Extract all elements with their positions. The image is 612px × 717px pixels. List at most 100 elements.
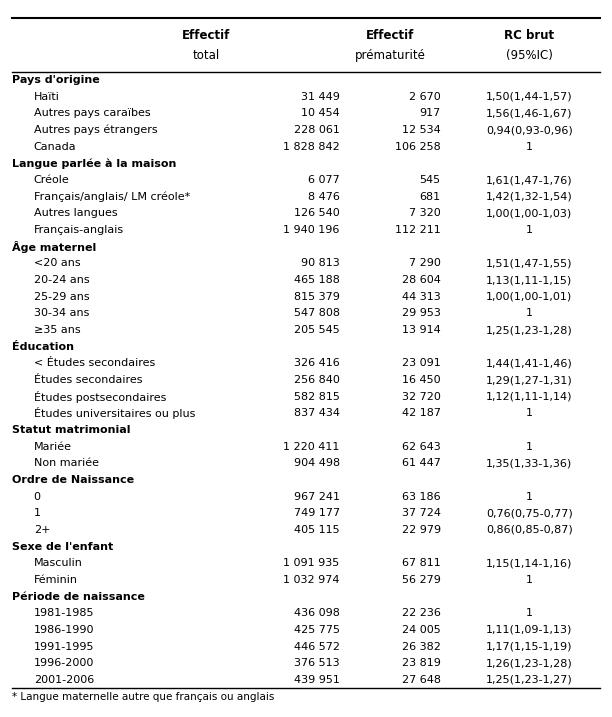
Text: 26 382: 26 382	[401, 642, 441, 652]
Text: 1,13(1,11-1,15): 1,13(1,11-1,15)	[487, 275, 572, 285]
Text: 67 811: 67 811	[402, 559, 441, 569]
Text: Canada: Canada	[34, 142, 76, 152]
Text: Masculin: Masculin	[34, 559, 83, 569]
Text: Effectif: Effectif	[366, 29, 414, 42]
Text: Autres pays caraïbes: Autres pays caraïbes	[34, 108, 151, 118]
Text: 112 211: 112 211	[395, 225, 441, 235]
Text: < Études secondaires: < Études secondaires	[34, 358, 155, 369]
Text: 376 513: 376 513	[294, 658, 340, 668]
Text: 28 604: 28 604	[401, 275, 441, 285]
Text: 837 434: 837 434	[294, 409, 340, 418]
Text: <20 ans: <20 ans	[34, 258, 80, 268]
Text: 228 061: 228 061	[294, 125, 340, 135]
Text: 22 979: 22 979	[401, 525, 441, 535]
Text: 1,25(1,23-1,27): 1,25(1,23-1,27)	[486, 675, 573, 685]
Text: 31 449: 31 449	[300, 92, 340, 102]
Text: Autres pays étrangers: Autres pays étrangers	[34, 125, 157, 136]
Text: 56 279: 56 279	[401, 575, 441, 585]
Text: 582 815: 582 815	[294, 391, 340, 402]
Text: Français-anglais: Français-anglais	[34, 225, 124, 235]
Text: 1,51(1,47-1,55): 1,51(1,47-1,55)	[486, 258, 573, 268]
Text: total: total	[193, 49, 220, 62]
Text: 10 454: 10 454	[301, 108, 340, 118]
Text: 917: 917	[419, 108, 441, 118]
Text: 439 951: 439 951	[294, 675, 340, 685]
Text: 25-29 ans: 25-29 ans	[34, 292, 89, 302]
Text: 24 005: 24 005	[402, 625, 441, 635]
Text: 436 098: 436 098	[294, 608, 340, 618]
Text: 749 177: 749 177	[294, 508, 340, 518]
Text: 1 032 974: 1 032 974	[283, 575, 340, 585]
Text: 1,12(1,11-1,14): 1,12(1,11-1,14)	[486, 391, 573, 402]
Text: 815 379: 815 379	[294, 292, 340, 302]
Text: 205 545: 205 545	[294, 325, 340, 335]
Text: Sexe de l'enfant: Sexe de l'enfant	[12, 541, 113, 551]
Text: 256 840: 256 840	[294, 375, 340, 385]
Text: 1 220 411: 1 220 411	[283, 442, 340, 452]
Text: 1: 1	[526, 142, 533, 152]
Text: 6 077: 6 077	[308, 175, 340, 185]
Text: 2 670: 2 670	[409, 92, 441, 102]
Text: 7 320: 7 320	[409, 209, 441, 219]
Text: 425 775: 425 775	[294, 625, 340, 635]
Text: prématurité: prématurité	[355, 49, 425, 62]
Text: 1,00(1,00-1,03): 1,00(1,00-1,03)	[487, 209, 572, 219]
Text: 1: 1	[526, 442, 533, 452]
Text: 1986-1990: 1986-1990	[34, 625, 94, 635]
Text: 1: 1	[526, 409, 533, 418]
Text: 1,15(1,14-1,16): 1,15(1,14-1,16)	[486, 559, 573, 569]
Text: Autres langues: Autres langues	[34, 209, 118, 219]
Text: 1,35(1,33-1,36): 1,35(1,33-1,36)	[487, 458, 572, 468]
Text: 8 476: 8 476	[308, 191, 340, 201]
Text: 0: 0	[34, 492, 40, 502]
Text: 1: 1	[526, 225, 533, 235]
Text: Créole: Créole	[34, 175, 69, 185]
Text: 29 953: 29 953	[401, 308, 441, 318]
Text: Français/anglais/ LM créole*: Français/anglais/ LM créole*	[34, 191, 190, 202]
Text: 32 720: 32 720	[401, 391, 441, 402]
Text: 1981-1985: 1981-1985	[34, 608, 94, 618]
Text: 0,86(0,85-0,87): 0,86(0,85-0,87)	[486, 525, 573, 535]
Text: Haïti: Haïti	[34, 92, 59, 102]
Text: Mariée: Mariée	[34, 442, 72, 452]
Text: Pays d'origine: Pays d'origine	[12, 75, 100, 85]
Text: Études secondaires: Études secondaires	[34, 375, 142, 385]
Text: 1,29(1,27-1,31): 1,29(1,27-1,31)	[486, 375, 573, 385]
Text: 1,44(1,41-1,46): 1,44(1,41-1,46)	[486, 358, 573, 369]
Text: (95%IC): (95%IC)	[506, 49, 553, 62]
Text: 967 241: 967 241	[294, 492, 340, 502]
Text: Effectif: Effectif	[182, 29, 231, 42]
Text: 23 819: 23 819	[401, 658, 441, 668]
Text: 326 416: 326 416	[294, 358, 340, 369]
Text: 0,76(0,75-0,77): 0,76(0,75-0,77)	[486, 508, 573, 518]
Text: 30-34 ans: 30-34 ans	[34, 308, 89, 318]
Text: 1: 1	[526, 308, 533, 318]
Text: 1,56(1,46-1,67): 1,56(1,46-1,67)	[486, 108, 573, 118]
Text: 22 236: 22 236	[401, 608, 441, 618]
Text: Non mariée: Non mariée	[34, 458, 99, 468]
Text: 1,26(1,23-1,28): 1,26(1,23-1,28)	[486, 658, 573, 668]
Text: 904 498: 904 498	[294, 458, 340, 468]
Text: 1,11(1,09-1,13): 1,11(1,09-1,13)	[486, 625, 573, 635]
Text: Études universitaires ou plus: Études universitaires ou plus	[34, 407, 195, 419]
Text: 0,94(0,93-0,96): 0,94(0,93-0,96)	[486, 125, 573, 135]
Text: 1: 1	[526, 575, 533, 585]
Text: 63 186: 63 186	[402, 492, 441, 502]
Text: 7 290: 7 290	[409, 258, 441, 268]
Text: 1: 1	[526, 608, 533, 618]
Text: RC brut: RC brut	[504, 29, 554, 42]
Text: 12 534: 12 534	[402, 125, 441, 135]
Text: 545: 545	[419, 175, 441, 185]
Text: 62 643: 62 643	[402, 442, 441, 452]
Text: 1: 1	[526, 492, 533, 502]
Text: 1,42(1,32-1,54): 1,42(1,32-1,54)	[486, 191, 573, 201]
Text: 126 540: 126 540	[294, 209, 340, 219]
Text: Féminin: Féminin	[34, 575, 78, 585]
Text: 44 313: 44 313	[402, 292, 441, 302]
Text: 2+: 2+	[34, 525, 50, 535]
Text: 1 828 842: 1 828 842	[283, 142, 340, 152]
Text: 16 450: 16 450	[402, 375, 441, 385]
Text: 547 808: 547 808	[294, 308, 340, 318]
Text: 1996-2000: 1996-2000	[34, 658, 94, 668]
Text: 42 187: 42 187	[401, 409, 441, 418]
